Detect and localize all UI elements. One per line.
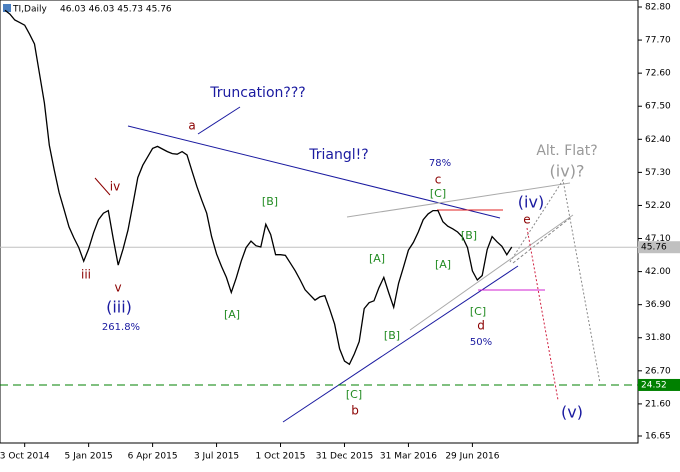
y-tick-label: 77.70 xyxy=(645,36,671,46)
pointer-line xyxy=(94,177,111,196)
y-tick-label: 26.70 xyxy=(645,366,671,376)
x-tick-label: 1 Oct 2015 xyxy=(256,452,306,462)
y-tick-label: 57.30 xyxy=(645,168,671,178)
wave-label: [A] xyxy=(435,258,451,271)
x-tick-label: 3 Oct 2014 xyxy=(0,452,50,462)
y-tick-label: 31.80 xyxy=(645,333,671,343)
wave-label: d xyxy=(477,319,485,333)
wave-label: [B] xyxy=(384,329,400,342)
y-tick-label: 72.60 xyxy=(645,69,671,79)
wave-label: (iv) xyxy=(518,193,544,212)
wave-label: [C] xyxy=(346,388,362,401)
trend-line xyxy=(282,265,519,423)
x-tick-label: 31 Mar 2016 xyxy=(380,452,437,462)
wave-label: iv xyxy=(110,180,120,194)
wave-label: [B] xyxy=(262,195,278,208)
trend-line xyxy=(346,182,571,218)
wave-label: [A] xyxy=(369,252,385,265)
y-tick-label: 42.00 xyxy=(645,267,671,277)
y-tick-label: 47.10 xyxy=(645,234,671,244)
wave-label: iii xyxy=(81,268,91,282)
header-values: 46.03 46.03 45.73 45.76 xyxy=(60,5,172,15)
y-tick-label: 52.20 xyxy=(645,201,671,211)
plot-frame xyxy=(0,0,639,444)
wave-lines xyxy=(94,106,601,423)
wave-label: v xyxy=(114,281,121,295)
wave-label: Truncation??? xyxy=(209,85,305,101)
wave-label: [A] xyxy=(224,308,240,321)
y-tick-label: 67.50 xyxy=(645,102,671,112)
trend-line xyxy=(409,214,574,331)
symbol-icon xyxy=(3,4,11,12)
price-line xyxy=(4,9,513,366)
y-tick-label: 21.60 xyxy=(645,399,671,409)
wave-label: c xyxy=(435,173,442,187)
wave-label: (v) xyxy=(561,403,583,422)
y-tick-label: 62.40 xyxy=(645,135,671,145)
wave-label: 261.8% xyxy=(102,322,140,333)
wave-label: [C] xyxy=(430,187,446,200)
wave-label: [B] xyxy=(461,229,477,242)
x-tick-label: 5 Jan 2015 xyxy=(65,452,113,462)
x-tick-label: 6 Apr 2015 xyxy=(128,452,178,462)
wave-label: (iii) xyxy=(106,298,132,317)
wave-label: [C] xyxy=(470,305,486,318)
price-box xyxy=(638,241,680,254)
wave-label: b xyxy=(351,404,359,418)
projection-line xyxy=(512,217,571,264)
x-tick-label: 31 Dec 2015 xyxy=(316,452,374,462)
chart-title: TI,Daily xyxy=(12,5,47,15)
projection-line xyxy=(526,227,559,401)
y-tick-label: 36.90 xyxy=(645,300,671,310)
wave-label: (iv)? xyxy=(550,162,585,181)
x-tick-label: 3 Jul 2015 xyxy=(194,452,239,462)
x-tick-label: 29 Jun 2016 xyxy=(445,452,499,462)
y-tick-label: 16.65 xyxy=(645,431,671,441)
y-tick-label: 82.80 xyxy=(645,3,671,13)
price-box xyxy=(638,378,680,391)
price-label: 45.76 xyxy=(641,243,667,253)
wave-label: Triangl!? xyxy=(308,147,368,163)
pointer-line xyxy=(197,106,241,135)
wave-label: 78% xyxy=(429,158,451,169)
wave-label: e xyxy=(523,213,530,227)
projection-line xyxy=(509,178,601,384)
wave-label: a xyxy=(188,119,195,133)
wave-label: Alt. Flat? xyxy=(536,143,597,159)
price-label: 24.52 xyxy=(641,380,667,390)
wave-label: 50% xyxy=(470,337,492,348)
